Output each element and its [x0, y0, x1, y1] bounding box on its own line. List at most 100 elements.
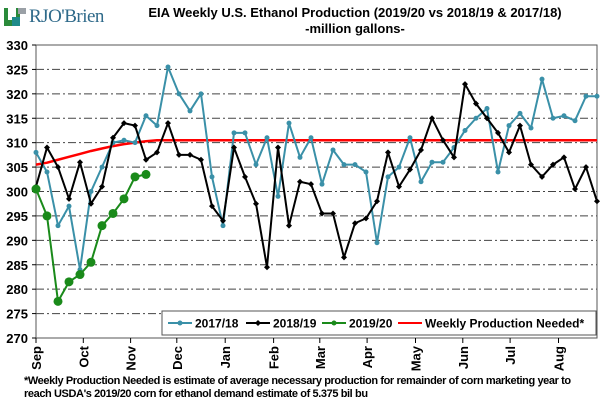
data-point	[550, 115, 556, 121]
data-point	[198, 91, 204, 97]
data-point	[119, 194, 129, 204]
data-point	[97, 221, 107, 231]
x-tick-label: May	[409, 345, 424, 371]
legend-label: 2019/20	[349, 317, 393, 331]
legend-box	[161, 310, 597, 336]
data-point	[506, 123, 512, 129]
data-point	[297, 178, 303, 185]
data-point	[594, 93, 600, 99]
data-point	[594, 198, 600, 205]
data-point	[484, 105, 490, 111]
data-point	[66, 195, 72, 202]
x-tick-label: Nov	[124, 345, 139, 370]
data-point	[53, 296, 63, 306]
data-point	[341, 162, 347, 168]
data-point	[209, 174, 215, 180]
data-point	[374, 198, 380, 205]
data-point	[572, 186, 578, 193]
y-tick-label: 285	[6, 258, 28, 273]
series-line-weekly-production-needed-	[35, 138, 597, 166]
y-tick-label: 280	[6, 282, 28, 297]
data-point	[319, 210, 325, 217]
x-tick-label: Feb	[267, 346, 282, 369]
data-point	[462, 127, 468, 133]
y-tick-label: 295	[6, 209, 28, 224]
data-point	[539, 76, 545, 82]
data-point	[484, 115, 490, 122]
x-tick-label: Jun	[456, 346, 471, 369]
data-point	[242, 173, 248, 180]
data-point	[297, 154, 303, 160]
data-point	[31, 184, 41, 194]
data-point	[231, 144, 237, 151]
logo-mark-icon	[4, 8, 26, 26]
data-point	[330, 147, 336, 153]
x-tick-label: Sep	[29, 346, 44, 370]
y-tick-label: 330	[6, 38, 28, 53]
data-point	[253, 162, 259, 168]
data-point	[495, 129, 501, 136]
data-point	[561, 113, 567, 119]
data-point	[108, 208, 118, 218]
data-point	[286, 120, 292, 126]
data-point	[429, 159, 435, 165]
rjobrien-logo: RJO'Brien	[4, 6, 104, 28]
footnote-line-2: reach USDA's 2019/20 corn for ethanol de…	[24, 388, 368, 400]
legend-label: 2017/18	[195, 317, 239, 331]
footnote-line-1: *Weekly Production Needed is estimate of…	[24, 375, 571, 387]
y-tick-label: 320	[6, 87, 28, 102]
series-line-2018-19	[35, 83, 598, 269]
data-point	[165, 120, 171, 127]
y-tick-label: 325	[6, 62, 28, 77]
y-tick-label: 315	[6, 111, 28, 126]
footnote: *Weekly Production Needed is estimate of…	[24, 375, 571, 401]
data-point	[462, 81, 468, 88]
y-tick-label: 275	[6, 307, 28, 322]
data-point	[99, 183, 105, 190]
data-point	[495, 169, 501, 175]
data-point	[506, 149, 512, 156]
data-point	[407, 135, 413, 141]
data-point	[55, 223, 61, 229]
y-tick-label: 300	[6, 185, 28, 200]
data-point	[64, 277, 74, 287]
data-point	[176, 151, 182, 158]
data-point	[121, 137, 127, 143]
title-line-2: -million gallons-	[305, 21, 405, 36]
data-point	[440, 137, 446, 144]
data-point	[110, 134, 116, 141]
series-line-2017-18	[35, 65, 597, 271]
data-point	[319, 181, 325, 187]
x-tick-label: Apr	[360, 346, 375, 368]
data-point	[220, 217, 226, 224]
data-point	[242, 130, 248, 136]
data-point	[275, 144, 281, 151]
data-point	[165, 64, 171, 70]
data-point	[473, 115, 479, 121]
data-point	[275, 193, 281, 199]
data-point	[286, 222, 292, 229]
data-point	[572, 118, 578, 124]
data-point	[583, 164, 589, 171]
data-point	[132, 122, 138, 129]
data-point	[418, 179, 424, 185]
y-tick-label: 305	[6, 160, 28, 175]
data-point	[528, 125, 534, 131]
data-point	[352, 162, 358, 168]
data-point	[517, 122, 523, 129]
data-point	[44, 169, 50, 175]
legend-label: Weekly Production Needed*	[425, 317, 584, 331]
data-point	[308, 135, 314, 141]
data-point	[198, 156, 204, 163]
legend-marker	[331, 320, 337, 326]
legend-marker	[177, 320, 183, 326]
chart-title: EIA Weekly U.S. Ethanol Production (2019…	[120, 5, 590, 37]
data-point	[130, 172, 140, 182]
data-point	[220, 223, 226, 229]
data-point	[429, 115, 435, 122]
data-point	[154, 149, 160, 156]
data-point	[66, 203, 72, 209]
data-point	[44, 144, 50, 151]
x-tick-label: Aug	[552, 346, 567, 371]
